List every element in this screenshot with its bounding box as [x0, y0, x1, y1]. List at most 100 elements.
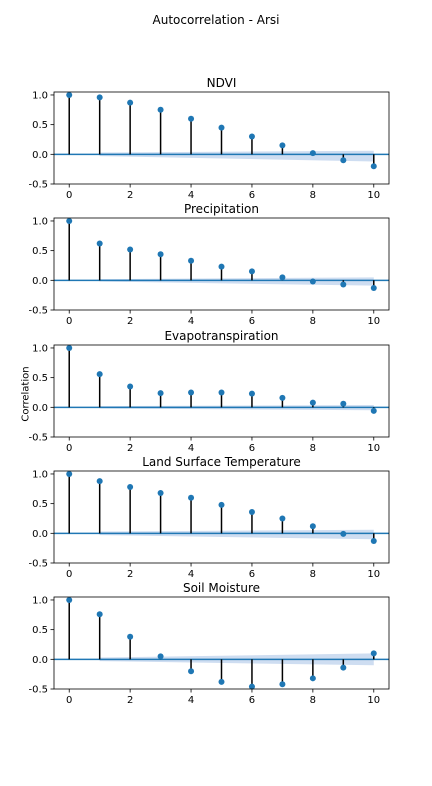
- marker-lag-5: [219, 389, 225, 395]
- subplot-3: Land Surface Temperature -0.5 0.0 0.5 1.0 0 2 4…: [28, 455, 389, 580]
- marker-lag-1: [97, 94, 103, 100]
- x-tick-label: 0: [66, 443, 72, 454]
- y-tick-label: 0.5: [32, 499, 48, 510]
- marker-lag-3: [158, 653, 164, 659]
- x-tick-label: 8: [310, 695, 316, 706]
- marker-lag-1: [97, 241, 103, 247]
- marker-lag-8: [310, 523, 316, 529]
- marker-lag-2: [127, 484, 133, 490]
- y-tick-label: 0.0: [32, 150, 48, 161]
- x-tick-label: 4: [188, 190, 194, 201]
- marker-lag-7: [279, 142, 285, 148]
- marker-lag-9: [340, 401, 346, 407]
- marker-lag-3: [158, 390, 164, 396]
- subplot-title: Precipitation: [184, 202, 259, 216]
- marker-lag-9: [340, 281, 346, 287]
- x-tick-label: 10: [367, 569, 380, 580]
- y-tick-label: 1.0: [32, 595, 48, 606]
- marker-lag-6: [249, 134, 255, 140]
- y-tick-label: 0.0: [32, 276, 48, 287]
- marker-lag-0: [66, 345, 72, 351]
- marker-lag-5: [219, 502, 225, 508]
- marker-lag-3: [158, 107, 164, 113]
- confidence-band: [100, 151, 374, 162]
- marker-lag-7: [279, 515, 285, 521]
- marker-lag-1: [97, 371, 103, 377]
- marker-lag-3: [158, 251, 164, 257]
- y-tick-label: 0.0: [32, 655, 48, 666]
- x-tick-label: 8: [310, 443, 316, 454]
- x-tick-label: 0: [66, 695, 72, 706]
- marker-lag-2: [127, 100, 133, 106]
- marker-lag-9: [340, 665, 346, 671]
- confidence-band: [100, 530, 374, 539]
- marker-lag-10: [371, 285, 377, 291]
- marker-lag-8: [310, 675, 316, 681]
- subplot-title: NDVI: [207, 76, 237, 90]
- marker-lag-5: [219, 679, 225, 685]
- subplot-2: Evapotranspiration -0.5 0.0 0.5 1.0 0 2 4 6 8 10: [28, 329, 389, 454]
- marker-lag-7: [279, 395, 285, 401]
- x-tick-label: 4: [188, 443, 194, 454]
- marker-lag-5: [219, 264, 225, 270]
- confidence-band: [100, 277, 374, 285]
- marker-lag-4: [188, 389, 194, 395]
- x-tick-label: 2: [127, 190, 133, 201]
- x-tick-label: 6: [249, 190, 255, 201]
- x-tick-label: 8: [310, 316, 316, 327]
- x-tick-label: 10: [367, 190, 380, 201]
- x-tick-label: 2: [127, 695, 133, 706]
- subplot-title: Land Surface Temperature: [142, 455, 301, 469]
- marker-lag-10: [371, 538, 377, 544]
- marker-lag-9: [340, 531, 346, 537]
- x-tick-label: 10: [367, 316, 380, 327]
- marker-lag-1: [97, 478, 103, 484]
- marker-lag-8: [310, 150, 316, 156]
- marker-lag-10: [371, 408, 377, 414]
- y-tick-label: -0.5: [28, 685, 48, 696]
- subplot-title: Soil Moisture: [183, 581, 260, 595]
- subplot-title: Evapotranspiration: [164, 329, 278, 343]
- x-tick-label: 0: [66, 190, 72, 201]
- marker-lag-10: [371, 163, 377, 169]
- marker-lag-0: [66, 218, 72, 224]
- y-tick-label: 1.0: [32, 469, 48, 480]
- y-tick-label: 1.0: [32, 343, 48, 354]
- x-tick-label: 8: [310, 190, 316, 201]
- x-tick-label: 10: [367, 695, 380, 706]
- marker-lag-6: [249, 391, 255, 397]
- marker-lag-7: [279, 274, 285, 280]
- marker-lag-8: [310, 279, 316, 285]
- marker-lag-10: [371, 650, 377, 656]
- marker-lag-1: [97, 611, 103, 617]
- marker-lag-0: [66, 597, 72, 603]
- x-tick-label: 10: [367, 443, 380, 454]
- marker-lag-6: [249, 509, 255, 515]
- marker-lag-3: [158, 490, 164, 496]
- y-tick-label: 0.5: [32, 625, 48, 636]
- y-tick-label: 0.5: [32, 373, 48, 384]
- marker-lag-6: [249, 268, 255, 274]
- y-tick-label: 1.0: [32, 90, 48, 101]
- x-tick-label: 2: [127, 569, 133, 580]
- marker-lag-4: [188, 495, 194, 501]
- y-tick-label: 0.5: [32, 246, 48, 257]
- marker-lag-4: [188, 116, 194, 122]
- y-tick-label: 1.0: [32, 216, 48, 227]
- marker-lag-0: [66, 471, 72, 477]
- x-tick-label: 6: [249, 316, 255, 327]
- x-tick-label: 4: [188, 316, 194, 327]
- marker-lag-7: [279, 681, 285, 687]
- subplot-4: Soil Moisture -0.5 0.0 0.5 1.0 0 2 4 6 8 10: [28, 581, 389, 706]
- y-tick-label: -0.5: [28, 433, 48, 444]
- y-tick-label: -0.5: [28, 306, 48, 317]
- y-tick-label: 0.0: [32, 529, 48, 540]
- marker-lag-5: [219, 125, 225, 131]
- x-tick-label: 4: [188, 695, 194, 706]
- y-tick-label: -0.5: [28, 180, 48, 191]
- subplot-1: Precipitation -0.5 0.0 0.5 1.0 0 2 4 6 8 10: [28, 202, 389, 327]
- marker-lag-4: [188, 668, 194, 674]
- x-tick-label: 0: [66, 569, 72, 580]
